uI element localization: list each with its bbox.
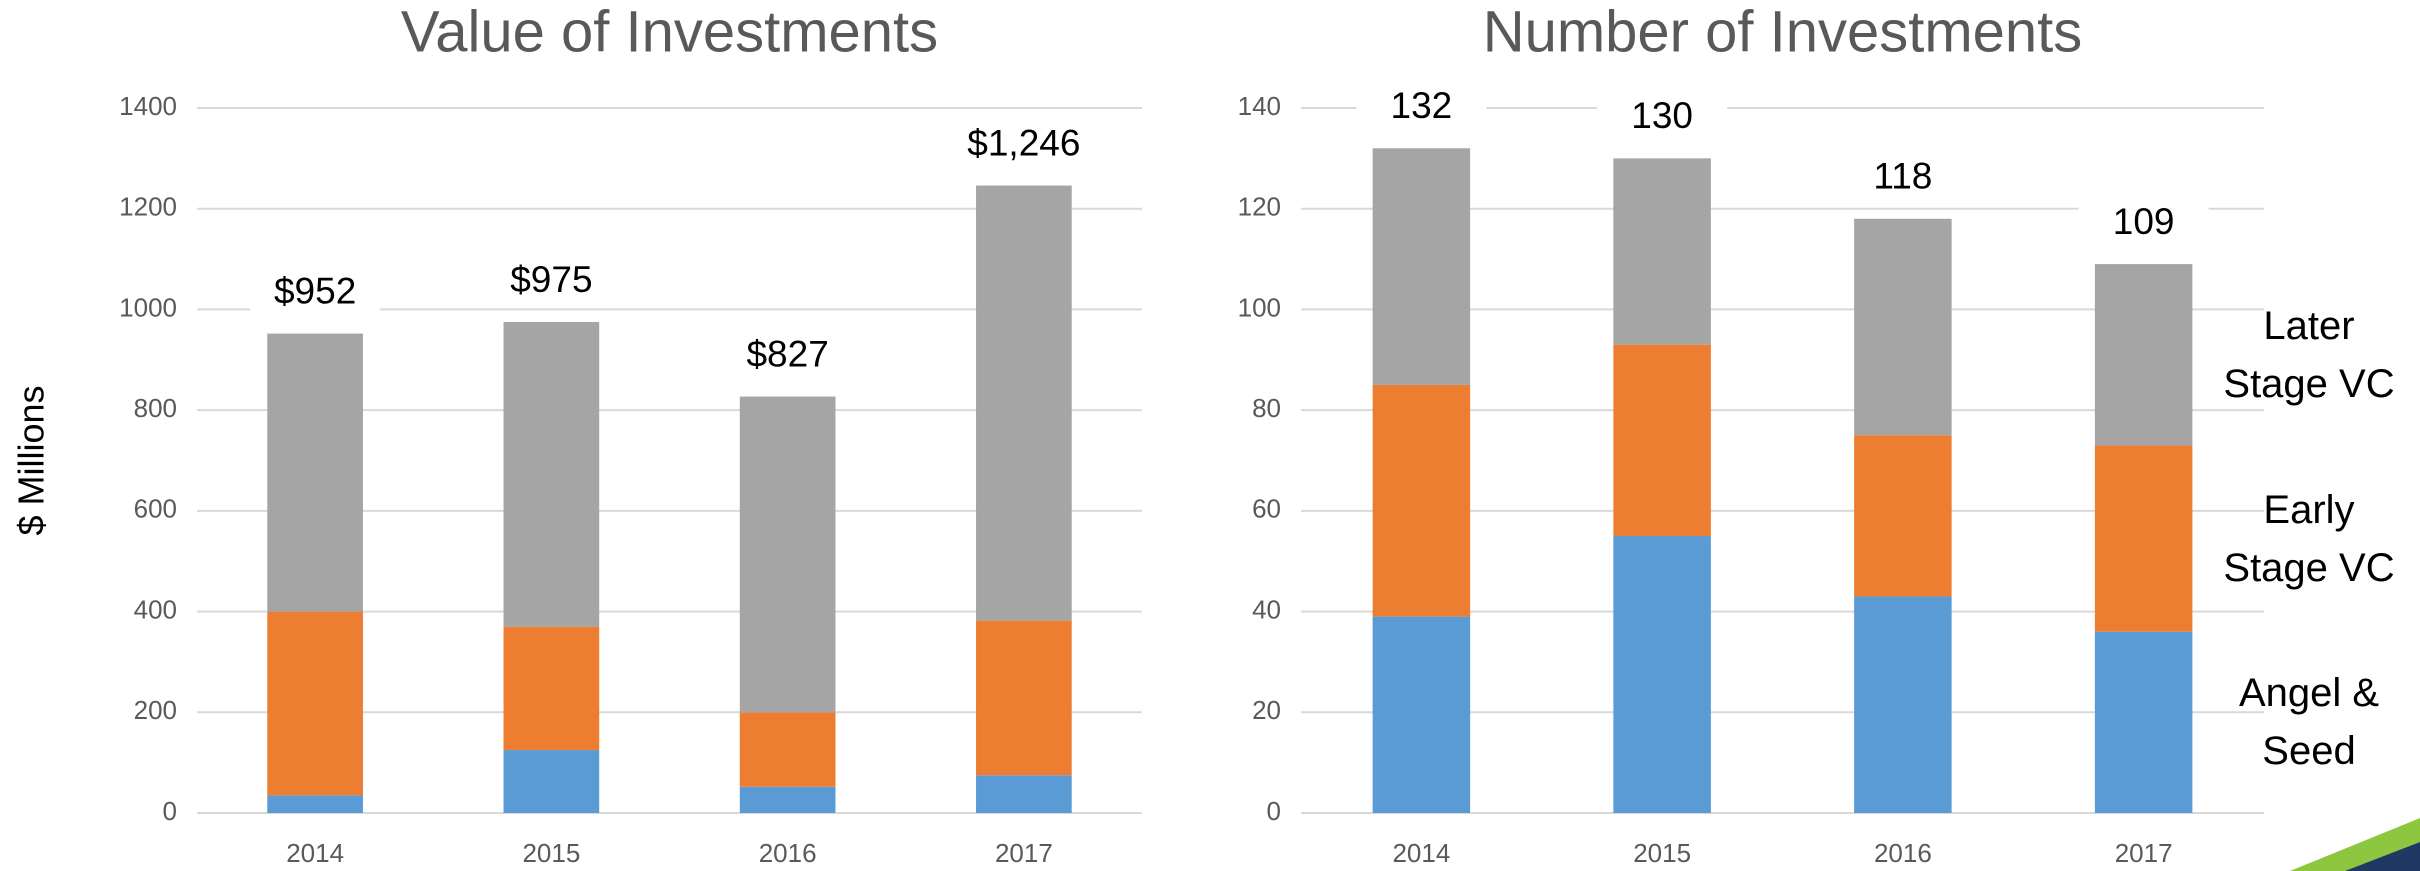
- label-background: [250, 267, 381, 320]
- label-background: [2078, 198, 2209, 251]
- bar-segment: [739, 786, 836, 813]
- bar-segment: [2094, 445, 2193, 632]
- y-tick-label: 800: [134, 393, 177, 423]
- total-label: $975: [510, 259, 592, 300]
- label-background: [958, 119, 1089, 172]
- y-tick-label: 200: [134, 695, 177, 725]
- bar-segment: [976, 185, 1072, 621]
- legend-entry: Early Stage VC: [2223, 487, 2395, 590]
- y-tick-label: 1200: [119, 192, 177, 222]
- label-background: [1597, 92, 1728, 145]
- x-tick-label: 2017: [995, 838, 1053, 868]
- bar-segment: [1854, 435, 1952, 597]
- y-tick-label: 60: [1252, 494, 1281, 524]
- y-tick-label: 600: [134, 494, 177, 524]
- y-tick-label: 120: [1238, 192, 1281, 222]
- bar-segment: [2094, 264, 2193, 446]
- bar-segment: [1372, 616, 1471, 813]
- y-tick-label: 80: [1252, 393, 1281, 423]
- x-tick-label: 2016: [1874, 838, 1932, 868]
- total-label: 132: [1391, 85, 1453, 126]
- y-tick-label: 100: [1238, 292, 1281, 322]
- y-tick-label: 400: [134, 594, 177, 624]
- bar-segment: [267, 333, 363, 612]
- bar-segment: [739, 396, 836, 713]
- bar-segment: [1372, 384, 1471, 617]
- bar-segment: [976, 620, 1072, 776]
- total-label: 109: [2113, 201, 2175, 242]
- bar-segment: [267, 611, 363, 796]
- label-background: [722, 330, 853, 383]
- bar-segment: [976, 775, 1072, 813]
- bar-segment: [1854, 218, 1952, 436]
- bar-segment: [503, 750, 600, 813]
- bar-segment: [2094, 631, 2193, 813]
- y-tick-label: 0: [163, 796, 177, 826]
- total-label: 118: [1873, 156, 1932, 197]
- bar-segment: [503, 626, 600, 751]
- total-label: 130: [1631, 95, 1693, 136]
- label-background: [1837, 152, 1968, 205]
- y-tick-label: 1400: [119, 91, 177, 121]
- bar-segment: [503, 322, 600, 627]
- x-tick-label: 2015: [1633, 838, 1691, 868]
- bar-segment: [1372, 148, 1471, 385]
- x-tick-label: 2016: [759, 838, 817, 868]
- label-background: [1356, 82, 1487, 135]
- y-axis-label: $ Millions: [11, 385, 52, 535]
- label-background: [486, 256, 617, 309]
- bar-segment: [1613, 158, 1711, 345]
- chart-title: Number of Investments: [1483, 0, 2083, 64]
- legend-entry: Angel & Seed: [2238, 671, 2380, 774]
- bar-segment: [1613, 344, 1711, 537]
- bar-segment: [1613, 536, 1711, 813]
- x-tick-label: 2017: [2115, 838, 2173, 868]
- y-tick-label: 20: [1252, 695, 1281, 725]
- bar-segment: [739, 712, 836, 787]
- x-tick-label: 2014: [286, 838, 344, 868]
- x-tick-label: 2015: [522, 838, 580, 868]
- y-tick-label: 0: [1267, 796, 1281, 826]
- bar-segment: [1854, 596, 1952, 813]
- decoration: [2345, 842, 2420, 871]
- chart-title: Value of Investments: [401, 0, 938, 64]
- y-tick-label: 140: [1238, 91, 1281, 121]
- x-tick-label: 2014: [1392, 838, 1450, 868]
- total-label: $1,246: [967, 122, 1080, 163]
- y-tick-label: 1000: [119, 292, 177, 322]
- total-label: $827: [746, 333, 828, 374]
- bar-segment: [267, 795, 363, 813]
- total-label: $952: [274, 270, 356, 311]
- legend-entry: Later Stage VC: [2223, 303, 2395, 406]
- y-tick-label: 40: [1252, 594, 1281, 624]
